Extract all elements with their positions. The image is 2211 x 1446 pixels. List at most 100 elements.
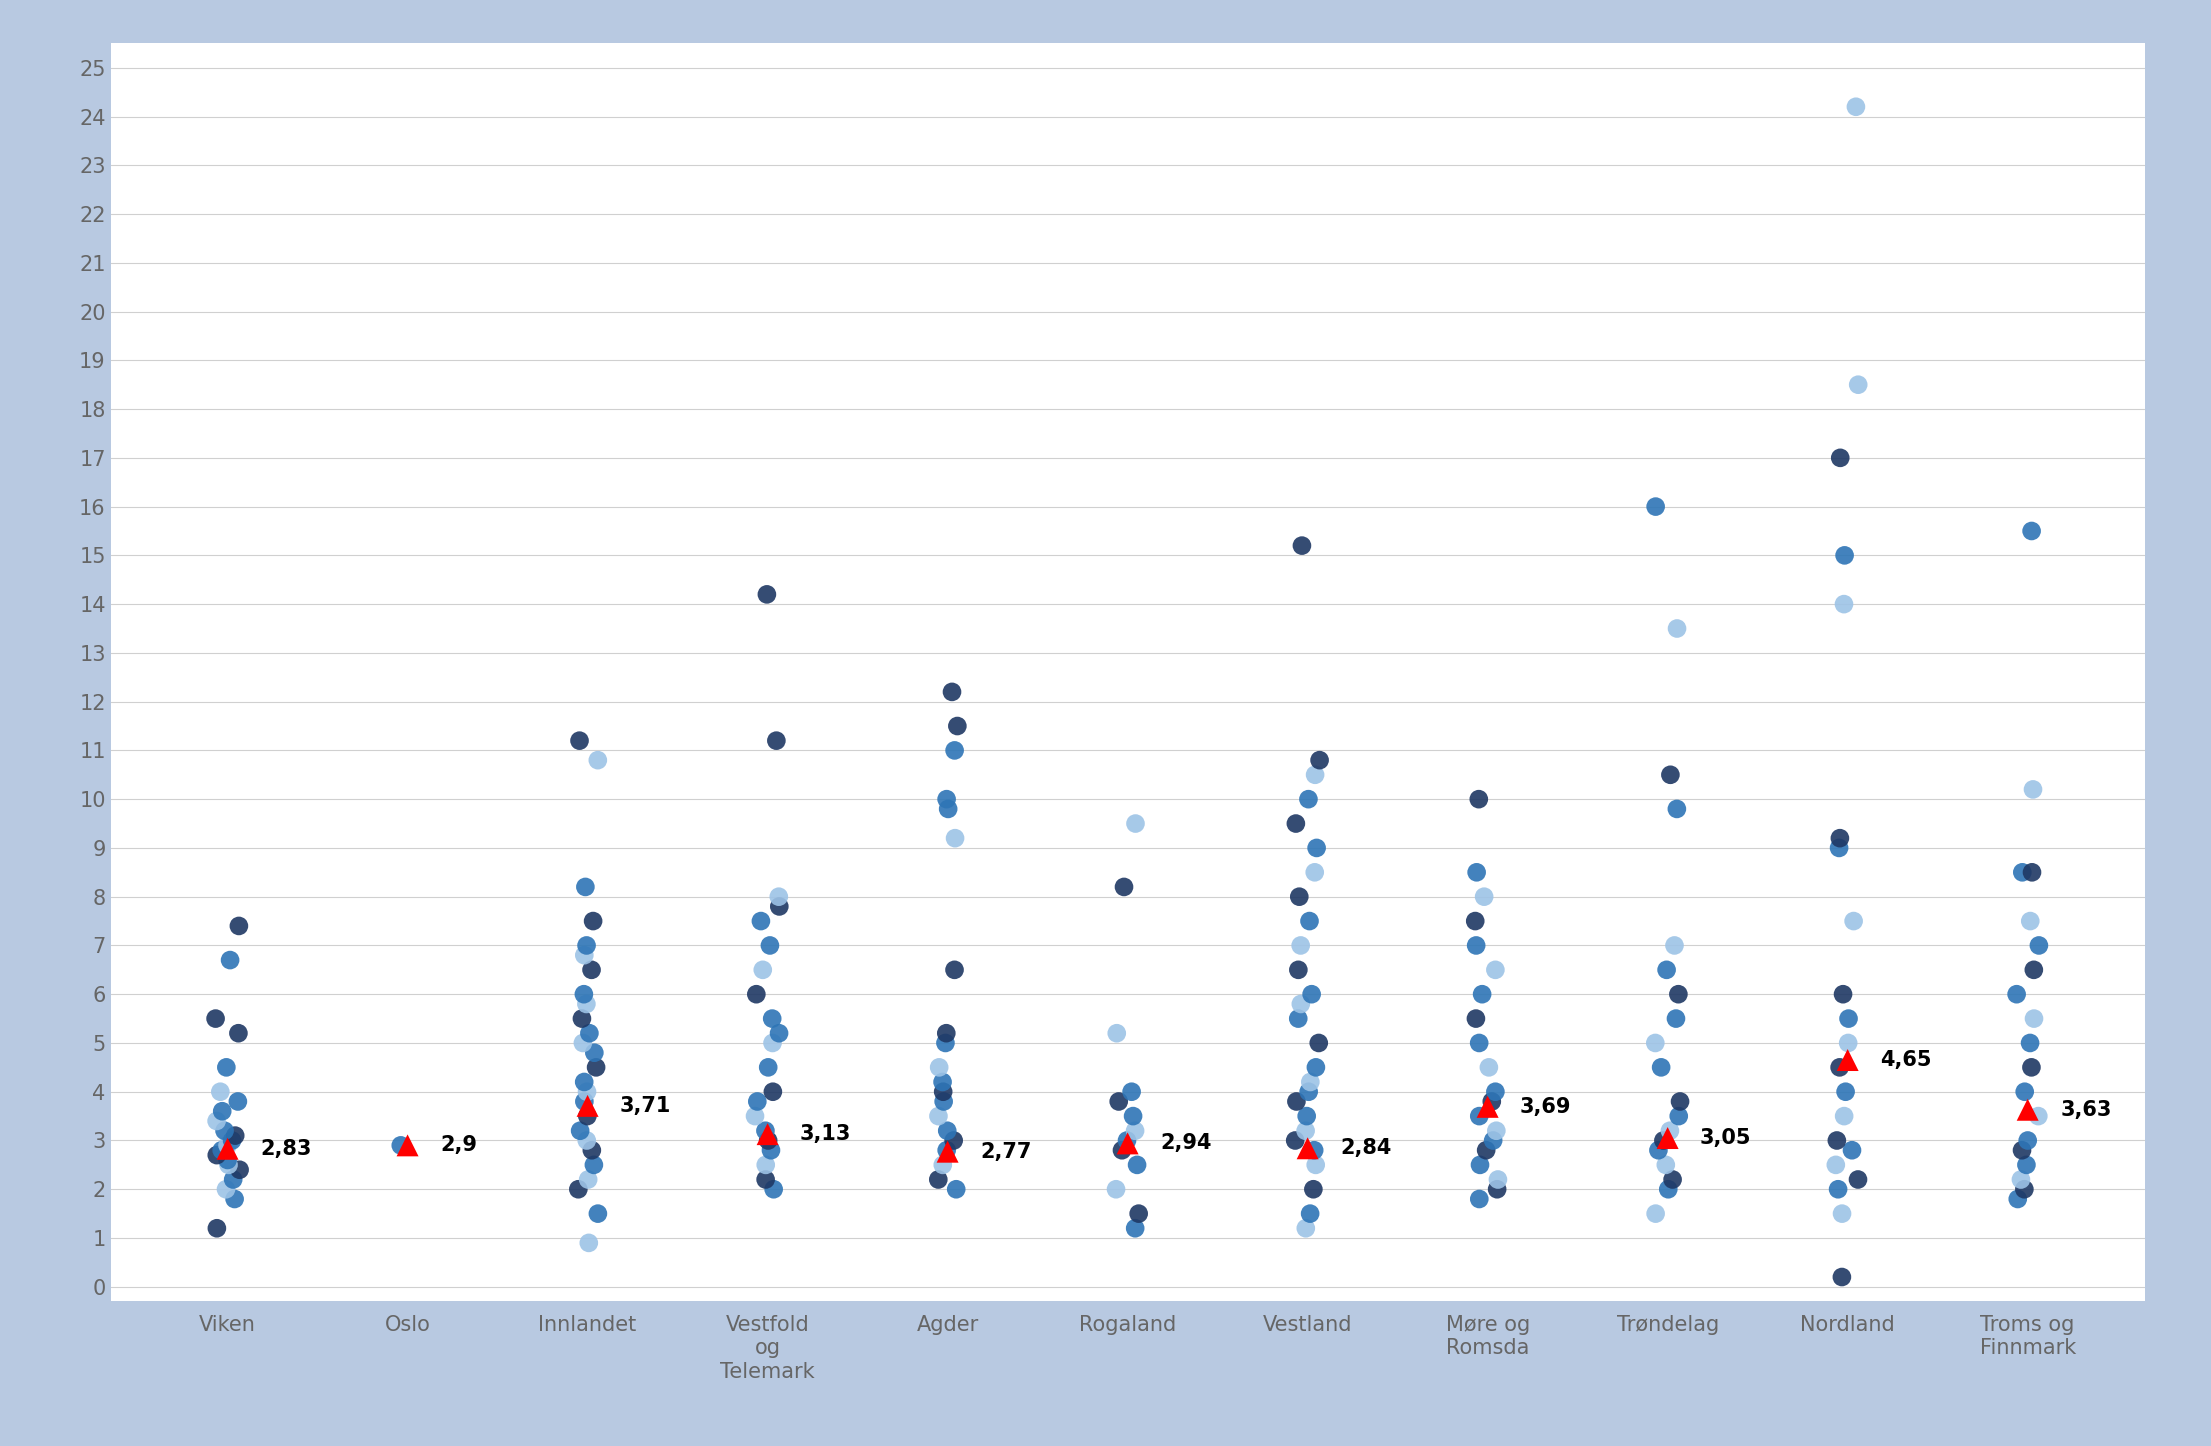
Point — [1835, 910, 1871, 933]
Point — [1638, 1202, 1674, 1225]
Point — [570, 1232, 606, 1255]
Point — [1479, 1119, 1515, 1142]
Point — [1475, 1090, 1510, 1113]
Point — [217, 1187, 252, 1210]
Point — [221, 1022, 256, 1045]
Point — [1293, 983, 1329, 1006]
Point — [756, 1177, 792, 1200]
Point — [1660, 983, 1696, 1006]
Point — [1824, 1202, 1859, 1225]
Point — [1658, 797, 1694, 820]
Point — [1291, 910, 1327, 933]
Point — [1119, 813, 1154, 836]
Point — [570, 1168, 606, 1192]
Point — [1652, 763, 1687, 787]
Point — [1638, 1031, 1674, 1054]
Text: 2,9: 2,9 — [440, 1135, 478, 1155]
Point — [2014, 519, 2050, 542]
Point — [1638, 495, 1674, 518]
Point — [1103, 1138, 1139, 1161]
Point — [1647, 1154, 1683, 1177]
Point — [761, 885, 796, 908]
Point — [1121, 1202, 1156, 1225]
Point — [2010, 1154, 2045, 1177]
Point — [214, 1129, 250, 1152]
Point — [743, 910, 778, 933]
Point — [1119, 1154, 1154, 1177]
Point — [1826, 544, 1862, 567]
Point — [761, 1022, 796, 1045]
Point — [1826, 593, 1862, 616]
Text: 3,71: 3,71 — [619, 1096, 672, 1116]
Point — [1459, 1006, 1495, 1030]
Point — [2021, 934, 2056, 957]
Point — [562, 1119, 597, 1142]
Point — [1278, 1090, 1313, 1113]
Point — [761, 895, 796, 918]
Point — [1291, 788, 1327, 811]
Point — [208, 1056, 243, 1079]
Text: 3,13: 3,13 — [800, 1124, 851, 1144]
Point — [1464, 983, 1499, 1006]
Point — [1280, 959, 1316, 982]
Point — [1840, 1168, 1875, 1192]
Point — [1293, 1070, 1329, 1093]
Point — [752, 934, 787, 957]
Point — [1831, 1048, 1866, 1071]
Point — [579, 749, 615, 772]
Point — [924, 1154, 960, 1177]
Text: 2,94: 2,94 — [1161, 1134, 1212, 1154]
Point — [1293, 1202, 1329, 1225]
Point — [1457, 910, 1492, 933]
Point — [747, 1154, 783, 1177]
Point — [210, 1154, 245, 1177]
Point — [389, 1134, 425, 1157]
Point — [1282, 934, 1318, 957]
Point — [2010, 1129, 2045, 1152]
Point — [937, 739, 973, 762]
Point — [1660, 1105, 1696, 1128]
Point — [736, 1105, 772, 1128]
Point — [937, 1177, 973, 1200]
Point — [199, 1109, 234, 1132]
Point — [1298, 1154, 1333, 1177]
Point — [1117, 1216, 1152, 1239]
Point — [1817, 1154, 1853, 1177]
Point — [741, 1090, 776, 1113]
Point — [210, 1148, 245, 1171]
Point — [1645, 1129, 1680, 1152]
Point — [1278, 1129, 1313, 1152]
Point — [750, 1122, 785, 1145]
Point — [1831, 1006, 1866, 1030]
Point — [575, 1138, 610, 1161]
Point — [199, 1216, 234, 1239]
Point — [931, 797, 966, 820]
Point — [564, 1006, 599, 1030]
Point — [1289, 1105, 1324, 1128]
Point — [573, 1022, 608, 1045]
Point — [754, 1031, 789, 1054]
Point — [1110, 1132, 1145, 1155]
Point — [2016, 959, 2052, 982]
Point — [1099, 1177, 1134, 1200]
Point — [1461, 788, 1497, 811]
Point — [1649, 1126, 1685, 1150]
Point — [1114, 1080, 1150, 1103]
Point — [1106, 875, 1141, 898]
Point — [203, 1080, 239, 1103]
Point — [2003, 1168, 2039, 1192]
Point — [206, 1099, 241, 1122]
Point — [1820, 1177, 1855, 1200]
Point — [577, 1041, 612, 1064]
Point — [920, 1168, 955, 1192]
Point — [1641, 1138, 1676, 1161]
Point — [1466, 885, 1501, 908]
Point — [1298, 836, 1333, 859]
Point — [937, 827, 973, 850]
Point — [929, 1138, 964, 1161]
Point — [1298, 1056, 1333, 1079]
Point — [1475, 1129, 1510, 1152]
Point — [1302, 749, 1338, 772]
Point — [570, 1105, 606, 1128]
Point — [208, 1177, 243, 1200]
